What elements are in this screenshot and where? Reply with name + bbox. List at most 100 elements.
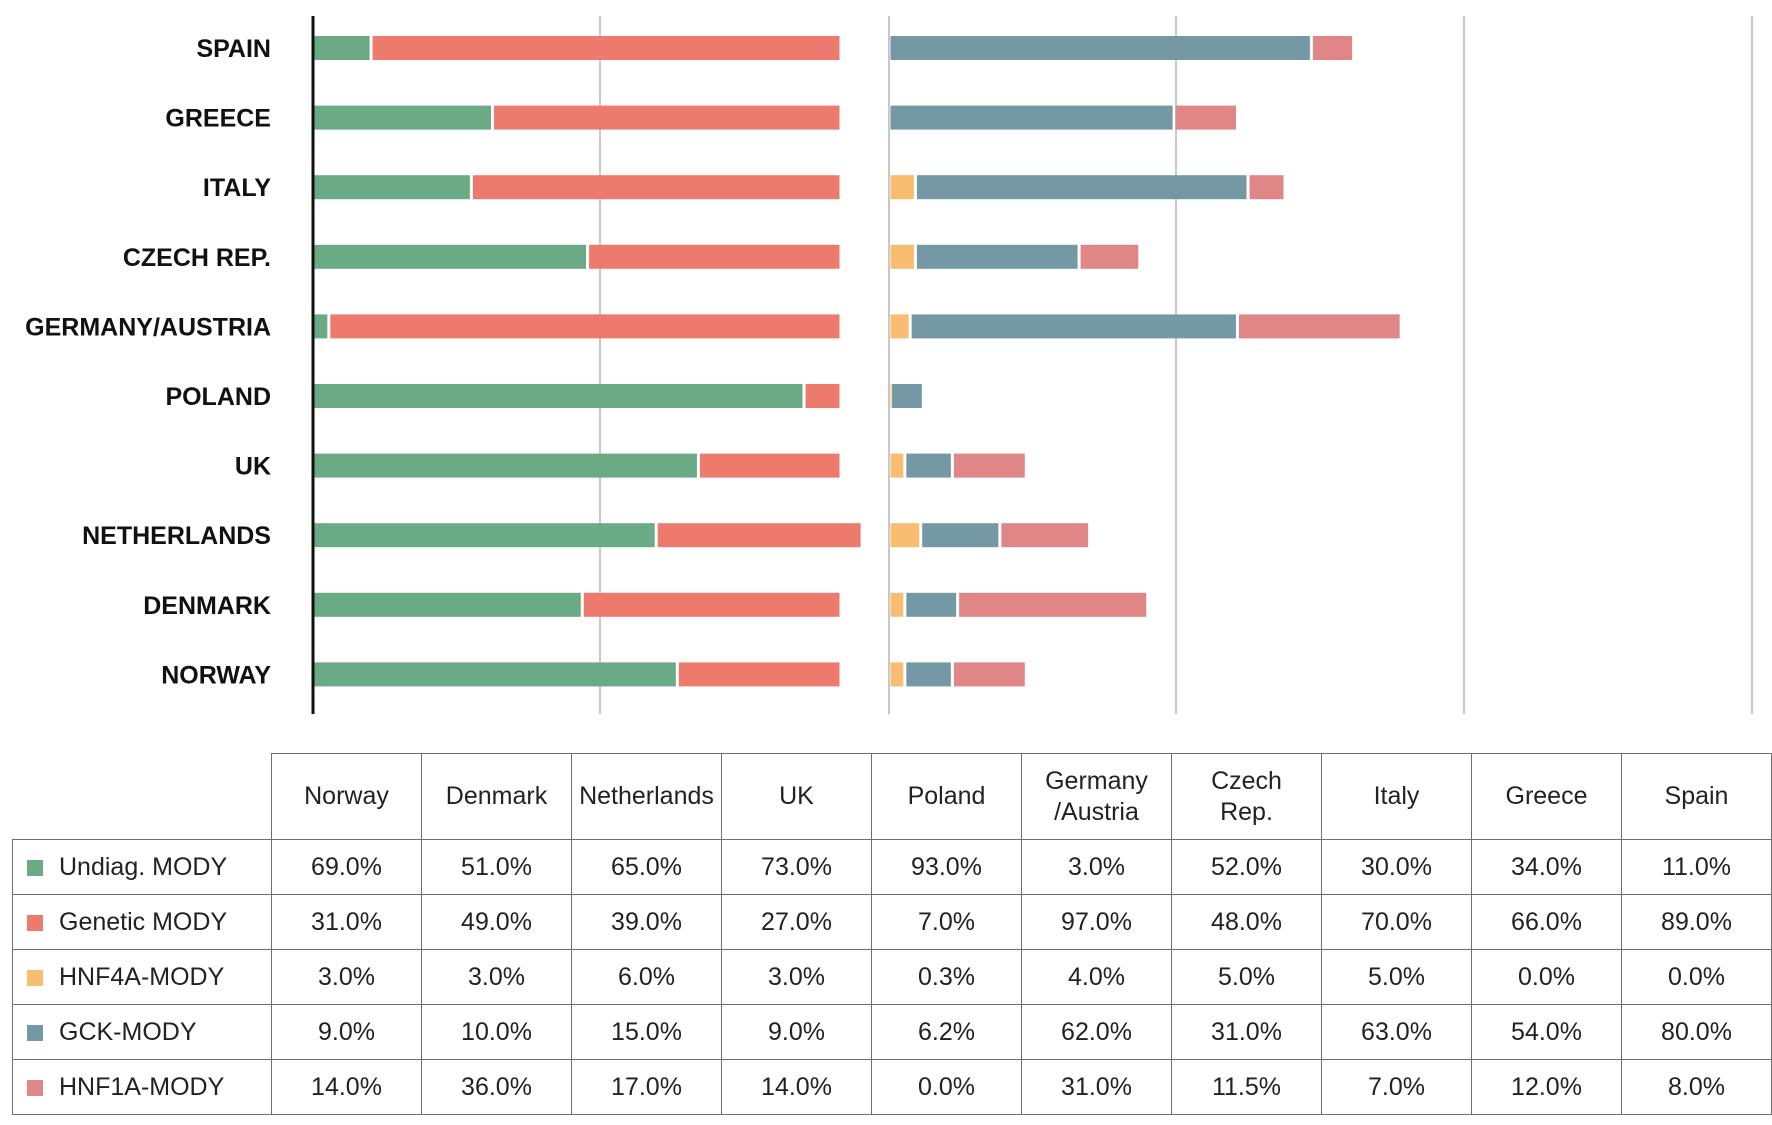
table-cell: 6.2% (871, 1004, 1022, 1060)
table-cell: 31.0% (1171, 1004, 1322, 1060)
bar-undiag-mody (314, 592, 581, 617)
table-cell: 89.0% (1621, 894, 1772, 950)
table-row: HNF4A-MODY 3.0% 3.0% 6.0% 3.0% 0.3% 4.0% 5.0% 5.… (12, 949, 1772, 1005)
row-label: Genetic MODY (12, 894, 272, 950)
table-cell: 0.0% (1621, 949, 1772, 1005)
bar-hnf1a-mody (1249, 175, 1284, 200)
legend-swatch (27, 1079, 43, 1096)
table-cell: 3.0% (1021, 839, 1172, 895)
bar-genetic-mody (805, 384, 840, 408)
column-header: UK (721, 753, 872, 840)
bar-hnf4a-mody (890, 384, 892, 408)
country-label: NETHERLANDS (82, 522, 271, 550)
table-cell: 0.3% (871, 949, 1022, 1005)
table-cell: 0.0% (871, 1059, 1022, 1115)
series-name: GCK-MODY (59, 1017, 197, 1046)
bar-hnf1a-mody (953, 662, 1025, 687)
table-cell: 48.0% (1171, 894, 1322, 950)
row-label: HNF4A-MODY (12, 949, 272, 1005)
bar-hnf4a-mody (890, 662, 904, 687)
table-cell: 30.0% (1321, 839, 1472, 895)
bar-gck-mody (906, 453, 951, 478)
bar-hnf1a-mody (1175, 105, 1236, 130)
bar-undiag-mody (314, 175, 470, 200)
bar-hnf4a-mody (890, 244, 914, 269)
table-cell: 3.0% (271, 949, 422, 1005)
column-header: Spain (1621, 753, 1772, 840)
bar-gck-mody (890, 36, 1310, 60)
bar-hnf1a-mody (1238, 314, 1400, 339)
table-row: HNF1A-MODY 14.0% 36.0% 17.0% 14.0% 0.0% 31.0% 1… (12, 1059, 1772, 1115)
bar-genetic-mody (583, 592, 840, 617)
bar-hnf4a-mody (890, 314, 909, 339)
row-label: Undiag. MODY (12, 839, 272, 895)
table-cell: 8.0% (1621, 1059, 1772, 1115)
country-label: GERMANY/AUSTRIA (25, 313, 271, 341)
row-label: HNF1A-MODY (12, 1059, 272, 1115)
table-cell: 65.0% (571, 839, 722, 895)
table-cell: 6.0% (571, 949, 722, 1005)
table-cell: 11.0% (1621, 839, 1772, 895)
bars (314, 36, 1400, 687)
country-label: GREECE (165, 105, 271, 133)
bar-genetic-mody (494, 105, 840, 130)
bar-genetic-mody (699, 453, 840, 478)
bar-gck-mody (906, 592, 957, 617)
bar-genetic-mody (372, 36, 840, 60)
bar-undiag-mody (314, 314, 328, 339)
bar-gck-mody (892, 384, 922, 408)
bar-genetic-mody (678, 662, 840, 687)
table-cell: 10.0% (421, 1004, 572, 1060)
table-cell: 39.0% (571, 894, 722, 950)
table-cell: 93.0% (871, 839, 1022, 895)
table-cell: 27.0% (721, 894, 872, 950)
table-cell: 12.0% (1471, 1059, 1622, 1115)
table-cell: 63.0% (1321, 1004, 1472, 1060)
table-cell: 15.0% (571, 1004, 722, 1060)
table-cell: 14.0% (271, 1059, 422, 1115)
table-corner (12, 753, 272, 840)
table-cell: 4.0% (1021, 949, 1172, 1005)
stacked-bar-chart: SPAIN GREECE ITALY CZECH REP. GERMANY/AUSTRI… (25, 16, 1753, 714)
column-header: Germany/Austria (1021, 753, 1172, 840)
bar-hnf1a-mody (959, 592, 1147, 617)
bar-hnf4a-mody (890, 592, 904, 617)
column-header: Italy (1321, 753, 1472, 840)
table-cell: 54.0% (1471, 1004, 1622, 1060)
table-cell: 69.0% (271, 839, 422, 895)
table-header-row: Norway Denmark Netherlands UK Poland Ger… (12, 753, 1772, 840)
table-cell: 52.0% (1171, 839, 1322, 895)
table-cell: 66.0% (1471, 894, 1622, 950)
table-cell: 36.0% (421, 1059, 572, 1115)
table-cell: 31.0% (271, 894, 422, 950)
bar-undiag-mody (314, 36, 370, 60)
bar-gck-mody (916, 175, 1247, 200)
bar-gck-mody (916, 244, 1078, 269)
column-header: Greece (1471, 753, 1622, 840)
bar-hnf4a-mody (890, 453, 904, 478)
country-label: UK (235, 453, 271, 481)
column-header: Denmark (421, 753, 572, 840)
country-label: ITALY (203, 174, 271, 202)
bar-undiag-mody (314, 453, 697, 478)
data-table: Norway Denmark Netherlands UK Poland Ger… (12, 753, 1772, 1115)
bar-undiag-mody (314, 244, 587, 269)
table-cell: 7.0% (871, 894, 1022, 950)
table-cell: 0.0% (1471, 949, 1622, 1005)
bar-hnf1a-mody (1080, 244, 1139, 269)
table-cell: 3.0% (421, 949, 572, 1005)
legend-swatch (27, 1024, 43, 1041)
country-label: NORWAY (161, 661, 271, 689)
bar-gck-mody (906, 662, 951, 687)
bar-undiag-mody (314, 384, 803, 408)
row-label: GCK-MODY (12, 1004, 272, 1060)
country-label: CZECH REP. (123, 244, 271, 272)
table-cell: 5.0% (1321, 949, 1472, 1005)
table-cell: 31.0% (1021, 1059, 1172, 1115)
table-row: GCK-MODY 9.0% 10.0% 15.0% 9.0% 6.2% 62.0% 31.0%… (12, 1004, 1772, 1060)
table-cell: 62.0% (1021, 1004, 1172, 1060)
country-label: DENMARK (143, 592, 271, 620)
bar-genetic-mody (472, 175, 840, 200)
bar-hnf1a-mody (953, 453, 1025, 478)
column-header: Poland (871, 753, 1022, 840)
